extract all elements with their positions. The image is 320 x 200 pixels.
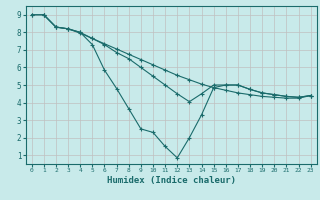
X-axis label: Humidex (Indice chaleur): Humidex (Indice chaleur) [107,176,236,185]
